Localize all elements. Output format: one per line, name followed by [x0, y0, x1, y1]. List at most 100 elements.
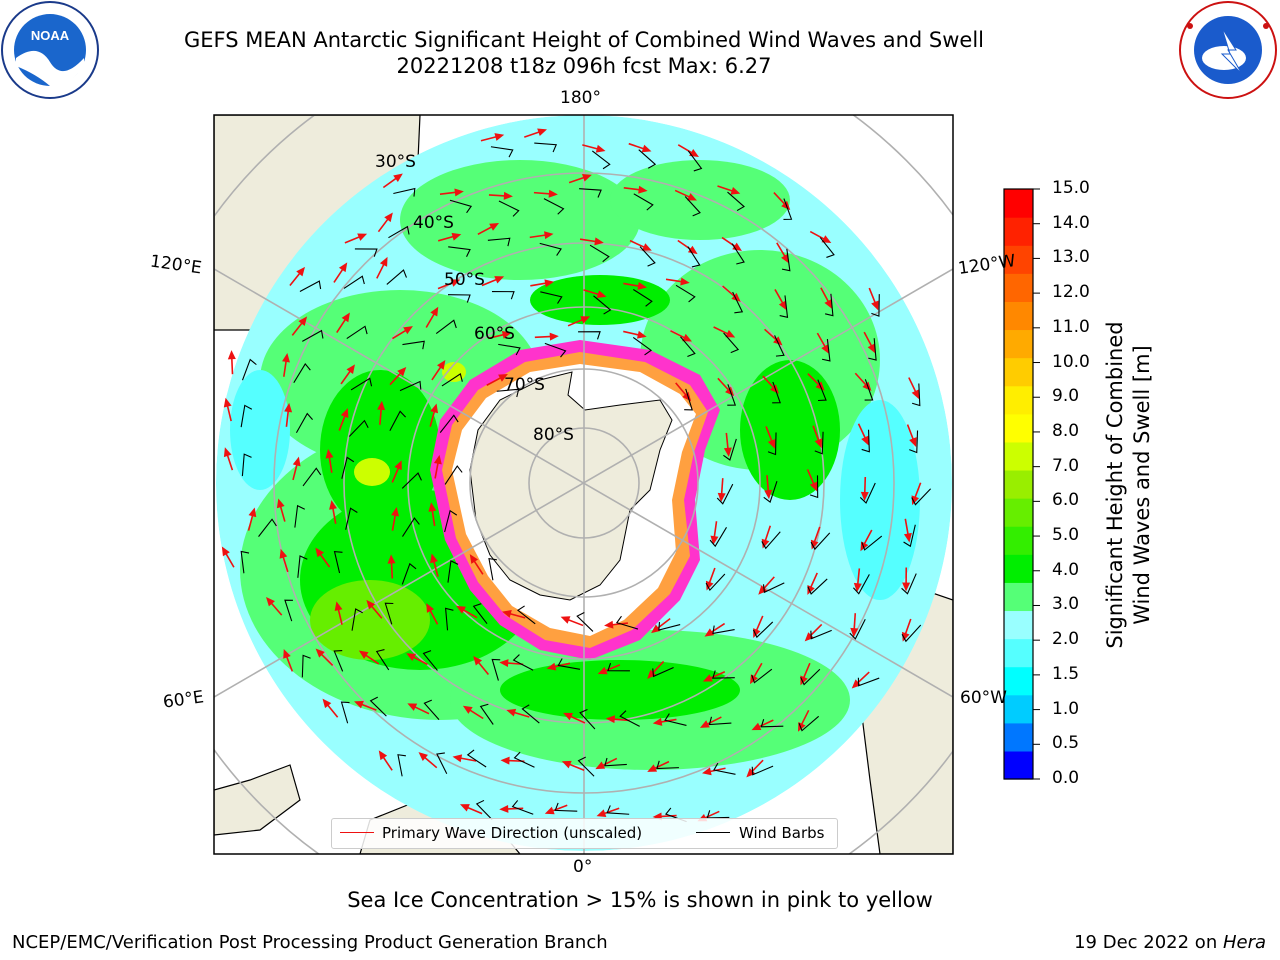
wind-barb [579, 708, 596, 730]
colorbar-segment [1004, 217, 1033, 246]
colorbar-tick-label: 11.0 [1052, 316, 1090, 337]
wind-barb-swatch [696, 832, 730, 833]
wave-arrow-head [770, 384, 780, 394]
colorbar-segment [1004, 638, 1033, 668]
wave-arrow-head [334, 601, 343, 612]
wave-arrow-head [597, 666, 608, 675]
wind-barb [817, 379, 827, 402]
wind-barb [911, 383, 921, 407]
wave-arrow-head [638, 185, 648, 194]
wind-barb [810, 629, 832, 640]
chart-title: GEFS MEAN Antarctic Significant Height o… [183, 28, 985, 52]
wave-arrow-head [809, 481, 818, 492]
antarctica [430, 340, 720, 660]
wind-barb [435, 319, 457, 334]
wind-barb [684, 388, 693, 411]
wave-arrow-head [406, 653, 417, 661]
wave-arrow-head [354, 700, 364, 709]
wave-arrow-head [223, 397, 232, 408]
wave-arrows [221, 128, 922, 822]
wind-barb [664, 713, 687, 727]
wind-barb [732, 291, 744, 314]
wind-barb [354, 248, 378, 257]
map-frame [213, 114, 954, 855]
footer-machine: Hera [1222, 932, 1266, 953]
wave-arrow-head [394, 460, 402, 471]
wave-arrow-head [456, 605, 466, 614]
wave-arrow-head [911, 389, 920, 400]
wind-barb [591, 150, 611, 170]
colorbar-tick-label: 14.0 [1052, 212, 1090, 233]
wave-arrow-head [452, 754, 463, 763]
wave-arrow-head [450, 279, 461, 287]
colorbar-title-line2: Wind Waves and Swell [m] [1130, 345, 1154, 625]
wave-arrow-head [546, 662, 557, 671]
wave-arrow-head [366, 599, 376, 610]
wind-barb [684, 196, 701, 217]
wind-barb [723, 332, 740, 354]
wave-arrow-head [853, 582, 862, 593]
wind-barb [909, 430, 919, 454]
wave-arrow-head [430, 403, 439, 414]
wave-arrow-head [800, 675, 808, 686]
wind-barb [375, 649, 390, 671]
wave-arrow-head [384, 212, 393, 223]
wind-barb [475, 799, 493, 821]
wave-arrow-head [430, 553, 438, 564]
wind-barb [554, 802, 578, 812]
colorbar-segment [1004, 329, 1033, 359]
wind-barb [496, 388, 520, 398]
wave-arrow-head [902, 582, 911, 592]
wind-barb [240, 550, 250, 574]
wind-barb [511, 800, 534, 815]
wind-barb [604, 757, 627, 767]
wave-arrow-head [499, 659, 509, 668]
wind-barb [388, 225, 410, 239]
wind-barb [491, 658, 501, 681]
legend-wind-barbs: Wind Barbs [739, 824, 825, 842]
wave-arrow-head [702, 767, 712, 776]
wind-barb [401, 562, 417, 585]
colorbar-tick-label: 8.0 [1052, 420, 1080, 441]
wind-barb [781, 248, 791, 272]
wave-arrow-head [315, 547, 324, 558]
lat-label-60s: 60°S [474, 324, 515, 344]
colorbar-tick-label: 13.0 [1052, 247, 1090, 268]
colorbar-segment [1004, 357, 1033, 387]
wind-barb [472, 603, 488, 625]
wind-barb [633, 193, 654, 211]
colorbar-segment [1004, 666, 1033, 696]
wave-arrow-head [730, 186, 741, 195]
wind-barb [859, 482, 876, 504]
wind-barb [441, 373, 463, 387]
wave-arrow-head [227, 350, 236, 360]
wind-barb [901, 573, 917, 595]
wave-arrow-head [903, 532, 912, 543]
wave-arrow-head [604, 620, 614, 629]
lon-label-60w: 60°W [960, 688, 1007, 708]
wave-arrow-head [647, 764, 658, 772]
wind-barb [658, 622, 681, 631]
wave-arrow-head [338, 262, 348, 273]
wave-arrow-head [223, 447, 232, 458]
wave-arrow-head [636, 330, 647, 339]
wave-arrow-head [651, 624, 661, 634]
wind-barb [705, 573, 726, 592]
wind-barb [607, 662, 630, 672]
wave-arrow-head [723, 447, 732, 457]
wind-barb [351, 608, 363, 631]
wind-barb [767, 432, 777, 456]
wave-arrow-head [276, 498, 285, 509]
wind-barb [521, 704, 540, 724]
colorbar-tick-label: 6.0 [1052, 490, 1080, 511]
wind-barb [333, 649, 344, 672]
wind-barb [345, 507, 358, 530]
wave-arrow-head [358, 650, 369, 659]
colorbar-tick-label: 15.0 [1052, 178, 1090, 198]
wave-arrow-head [637, 282, 647, 290]
wave-arrow-head [322, 698, 332, 709]
wind-barb [294, 504, 305, 528]
wave-arrow-head [860, 491, 869, 501]
wind-barb [479, 703, 494, 725]
